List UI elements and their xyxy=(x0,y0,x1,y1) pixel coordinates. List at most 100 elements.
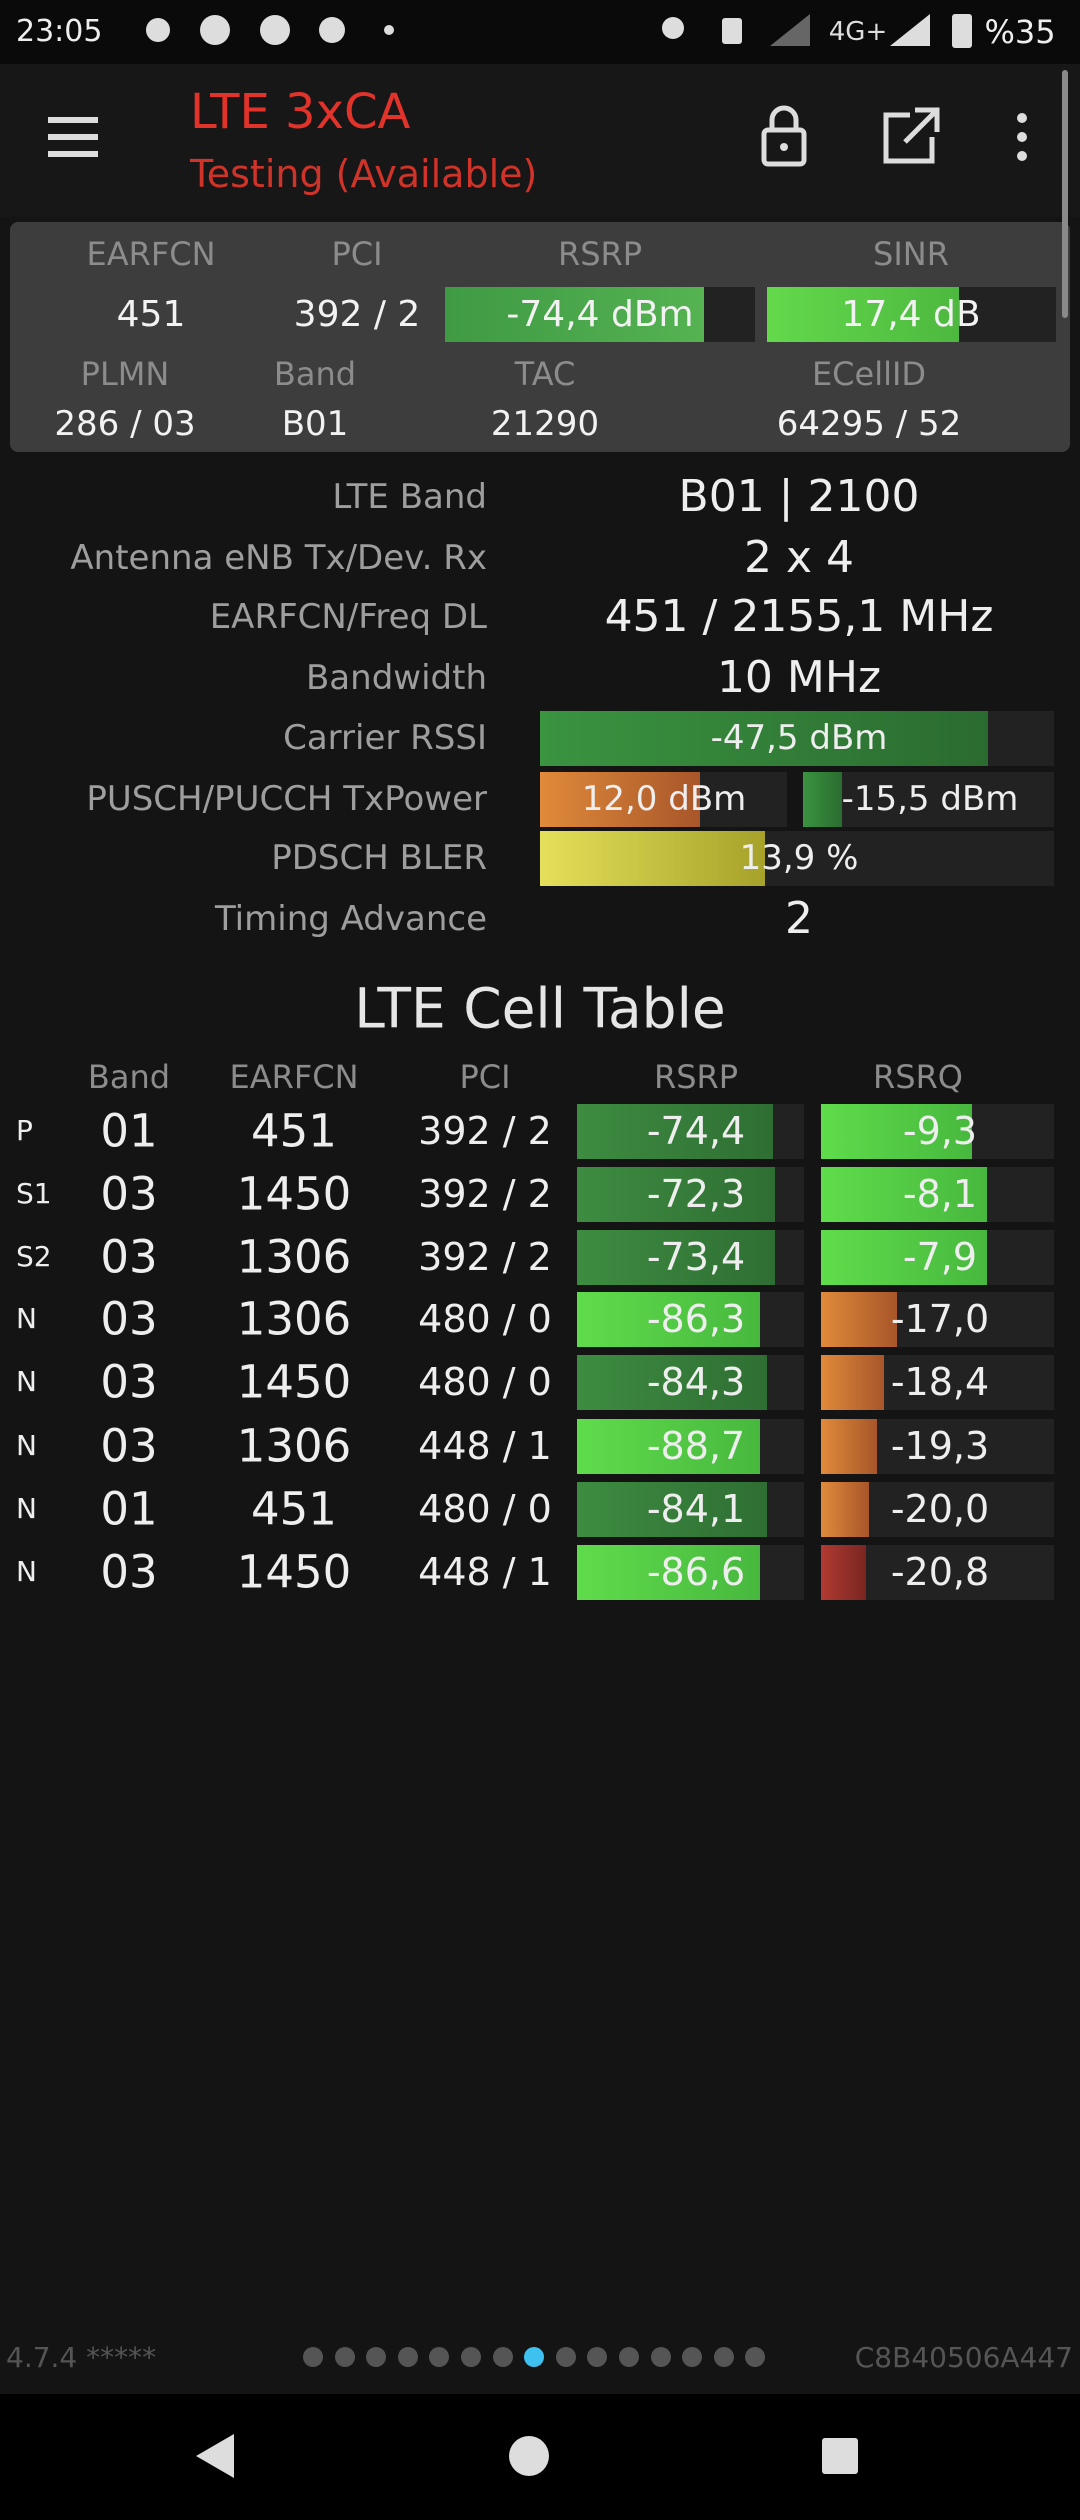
page-dot[interactable] xyxy=(650,2347,671,2367)
detail-label: PUSCH/PUCCH TxPower xyxy=(86,779,487,819)
page-dot[interactable] xyxy=(334,2347,355,2367)
cell-rsrp: -72,3 xyxy=(646,1172,746,1216)
icon xyxy=(952,14,972,48)
cell-band: 01 xyxy=(100,1482,158,1536)
summary-label: Band xyxy=(273,355,357,393)
bar-fill xyxy=(577,1418,760,1474)
cell-rsrp: -84,1 xyxy=(646,1487,746,1531)
bar-fill xyxy=(767,286,959,342)
page-dot[interactable] xyxy=(745,2347,766,2367)
page-dot-active[interactable] xyxy=(524,2347,545,2367)
device-id: C8B40506A447 xyxy=(854,2341,1073,2374)
summary-value: B01 xyxy=(281,404,349,444)
cell-band: 01 xyxy=(100,1104,158,1158)
column-header: RSRQ xyxy=(873,1058,963,1096)
page-dot[interactable] xyxy=(492,2347,513,2367)
bar-fill xyxy=(577,1229,775,1285)
summary-label: RSRP xyxy=(557,235,643,273)
summary-label: EARFCN xyxy=(86,235,216,273)
summary-value: 451 xyxy=(116,294,186,335)
bar-fill xyxy=(577,1103,773,1159)
detail-label: Carrier RSSI xyxy=(283,718,487,758)
cell-band: 03 xyxy=(100,1167,158,1221)
cell-band: 03 xyxy=(100,1355,158,1409)
cell-rsrq: -17,0 xyxy=(890,1297,990,1341)
cell-band: 03 xyxy=(100,1419,158,1473)
cell-type: N xyxy=(16,1492,37,1525)
summary-value: 392 / 2 xyxy=(293,294,421,335)
bar-fill xyxy=(821,1103,972,1159)
bar-fill xyxy=(540,771,700,827)
bar-fill xyxy=(821,1291,897,1347)
icon xyxy=(890,14,930,46)
app-version: 4.7.4 ***** xyxy=(6,2341,157,2374)
page-dot[interactable] xyxy=(397,2347,418,2367)
app-title: LTE 3xCA xyxy=(190,84,411,140)
cell-rsrp: -84,3 xyxy=(646,1360,746,1404)
clock: 23:05 xyxy=(16,14,103,49)
recents-button[interactable] xyxy=(822,2438,858,2474)
detail-value: 12,0 dBm xyxy=(581,779,747,819)
scrollbar xyxy=(1062,70,1068,318)
page-dot[interactable] xyxy=(303,2347,323,2367)
page-dot[interactable] xyxy=(555,2347,576,2367)
page-dot[interactable] xyxy=(619,2347,639,2367)
share-button[interactable] xyxy=(883,107,940,164)
page-dot[interactable] xyxy=(429,2347,450,2367)
summary-label: TAC xyxy=(514,355,576,393)
summary-label: SINR xyxy=(873,235,949,273)
cell-rsrq: -20,0 xyxy=(890,1487,990,1531)
column-header: PCI xyxy=(459,1058,511,1096)
cell-type: S2 xyxy=(16,1240,52,1273)
bar-fill xyxy=(821,1544,866,1600)
cell-rsrq: -9,3 xyxy=(902,1109,978,1153)
status-icons xyxy=(146,14,972,48)
menu-button[interactable] xyxy=(48,117,98,157)
page-dot[interactable] xyxy=(713,2347,734,2367)
cell-earfcn: 1306 xyxy=(236,1419,352,1473)
bar-fill xyxy=(821,1166,987,1222)
detail-label: PDSCH BLER xyxy=(271,838,487,878)
cell-type: N xyxy=(16,1429,37,1462)
detail-value: 2 x 4 xyxy=(744,532,854,583)
cell-rsrq: -18,4 xyxy=(890,1360,990,1404)
cell-earfcn: 1450 xyxy=(236,1545,352,1599)
bar-fill xyxy=(445,286,704,342)
cell-pci: 480 / 0 xyxy=(418,1487,552,1531)
summary-label: PLMN xyxy=(80,355,170,393)
bar-fill xyxy=(540,830,765,886)
more-button[interactable] xyxy=(1017,113,1027,161)
cell-earfcn: 1306 xyxy=(236,1292,352,1346)
detail-value: 13,9 % xyxy=(739,838,859,878)
bar-fill xyxy=(577,1166,775,1222)
bar-fill xyxy=(821,1229,987,1285)
detail-label: LTE Band xyxy=(332,477,487,517)
app-bar xyxy=(0,64,1080,217)
cell-rsrp: -73,4 xyxy=(646,1235,746,1279)
column-header: Band xyxy=(87,1058,171,1096)
bar-fill xyxy=(821,1418,877,1474)
icon xyxy=(319,17,345,43)
app-subtitle: Testing (Available) xyxy=(190,152,538,196)
bar-fill xyxy=(821,1354,884,1410)
cell-pci: 392 / 2 xyxy=(418,1109,552,1153)
page-dot[interactable] xyxy=(461,2347,481,2367)
network-type: 4G+ xyxy=(828,17,888,47)
cell-type: N xyxy=(16,1302,37,1335)
cell-band: 03 xyxy=(100,1230,158,1284)
lock-button[interactable] xyxy=(761,105,807,167)
page-dot[interactable] xyxy=(682,2347,703,2367)
page-dot[interactable] xyxy=(366,2347,387,2367)
icon xyxy=(260,15,290,45)
cell-rsrq: -7,9 xyxy=(902,1235,978,1279)
summary-label: ECellID xyxy=(811,355,927,393)
detail-value: 451 / 2155,1 MHz xyxy=(604,591,994,642)
page-dot[interactable] xyxy=(587,2347,608,2367)
cell-rsrp: -86,3 xyxy=(646,1297,746,1341)
home-button[interactable] xyxy=(509,2436,549,2476)
icon xyxy=(722,18,742,44)
bar-fill xyxy=(577,1544,760,1600)
battery: %35 xyxy=(984,13,1056,51)
back-button[interactable] xyxy=(196,2434,234,2478)
